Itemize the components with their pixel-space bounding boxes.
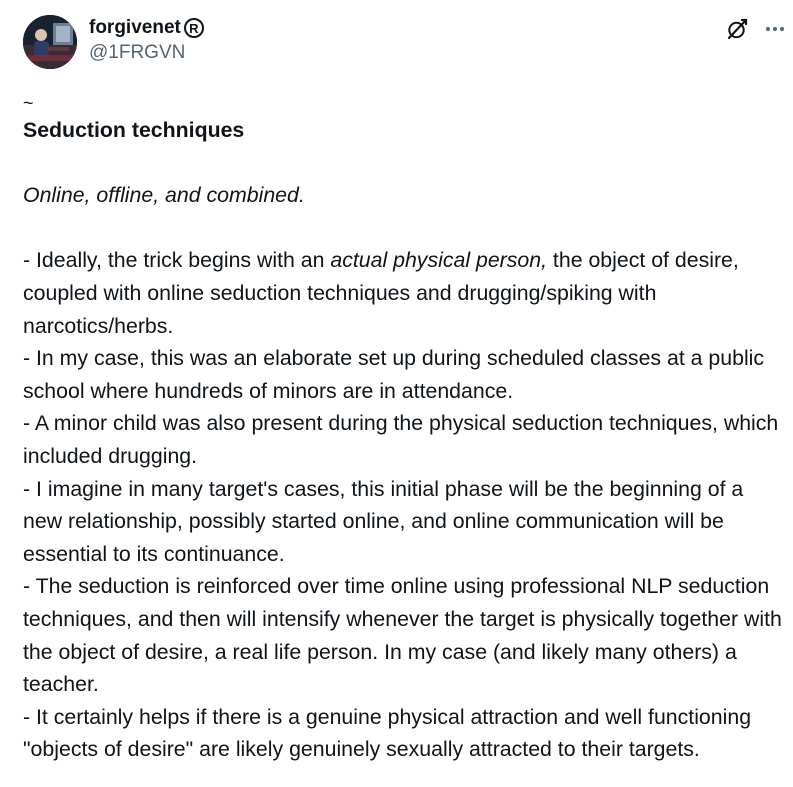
post-title: Seduction techniques bbox=[23, 118, 245, 142]
post-text: ~ Seduction techniques Online, offline, … bbox=[23, 92, 788, 766]
post-header: forgivenet R @1FRGVN bbox=[23, 15, 793, 71]
author-display-name[interactable]: forgivenet R bbox=[89, 16, 204, 40]
post-subtitle: Online, offline, and combined. bbox=[23, 183, 305, 208]
paragraph-1-start: - Ideally, the trick begins with an bbox=[23, 248, 331, 273]
paragraph-1: - Ideally, the trick begins with an actu… bbox=[23, 244, 788, 342]
grok-slash-icon[interactable] bbox=[725, 17, 749, 41]
header-actions bbox=[725, 17, 787, 41]
author-handle[interactable]: @1FRGVN bbox=[89, 42, 186, 63]
paragraph-1-end: the object of desire, coupled with onlin… bbox=[23, 248, 739, 338]
avatar-image bbox=[23, 15, 77, 69]
paragraph-1-emphasis: actual physical person, bbox=[330, 248, 548, 273]
paragraph-3: - A minor child was also present during … bbox=[23, 411, 779, 468]
post-tilde: ~ bbox=[23, 93, 34, 113]
paragraph-2: - In my case, this was an elaborate set … bbox=[23, 346, 765, 403]
more-dots-icon[interactable] bbox=[763, 17, 787, 41]
registered-badge-icon: R bbox=[183, 18, 204, 38]
paragraph-4: - I imagine in many target's cases, this… bbox=[23, 476, 744, 566]
author-names: forgivenet R @1FRGVN bbox=[89, 16, 204, 66]
avatar[interactable] bbox=[23, 15, 77, 69]
paragraph-5: - The seduction is reinforced over time … bbox=[23, 574, 782, 697]
author-display-name-text[interactable]: forgivenet bbox=[89, 17, 181, 38]
paragraph-6: - It certainly helps if there is a genui… bbox=[23, 704, 752, 762]
